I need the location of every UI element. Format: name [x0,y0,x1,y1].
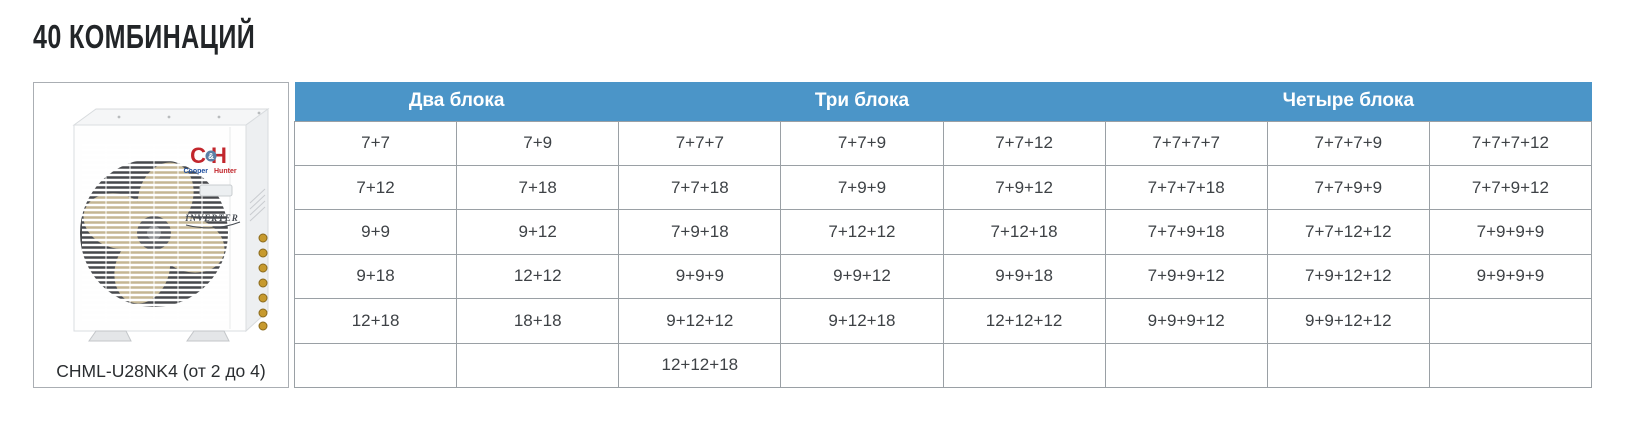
combination-cell: 7+9+12 [942,164,1106,211]
combinations-table: Два блока Три блока Четыре блока 7+7 7+9 7… [293,82,1593,389]
combination-cell: 12+12 [456,253,620,300]
empty-cell [1428,298,1593,344]
combinations-table-body: 7+7 7+9 7+7+7 7+7+9 7+7+12 7+7+7+7 7+7+7+9 7+7+… [293,120,1593,389]
outdoor-unit-image: CH & Cooper Hunter INVERTER [34,83,288,356]
table-row: 12+12+18 [293,342,1593,389]
svg-text:&: & [208,152,214,161]
combination-cell: 7+12 [293,164,458,211]
empty-cell [293,342,458,389]
combination-cell: 7+9+12+12 [1266,253,1430,300]
table-row: 12+18 18+18 9+12+12 9+12+18 12+12+12 9+9+9+12… [293,298,1593,344]
nameplate [199,184,233,197]
product-panel: CH & Cooper Hunter INVERTER [33,82,289,388]
table-row: 9+9 9+12 7+9+18 7+12+12 7+12+18 7+7+9+18 7+7+1… [293,209,1593,255]
combination-cell: 9+9+18 [942,253,1106,300]
combination-cell: 7+9+9+9 [1428,209,1593,255]
combination-cell: 12+18 [293,298,458,344]
empty-cell [942,342,1106,389]
combination-cell: 7+7+12 [942,120,1106,166]
combination-cell: 7+9+18 [618,209,782,255]
header-group-two-units: Два блока [294,82,619,121]
combination-cell: 7+7+7+7 [1104,120,1268,166]
empty-cell [456,342,620,389]
combination-cell: 7+9 [456,120,620,166]
combination-cell: 7+7 [293,120,458,166]
header-group-three-units: Три блока [618,82,1106,121]
combination-cell: 7+7+7+18 [1104,164,1268,211]
combination-cell: 7+7+9+9 [1266,164,1430,211]
combination-cell: 12+12+12 [942,298,1106,344]
content-block: CH & Cooper Hunter INVERTER [33,82,1593,389]
combination-cell: 7+7+7+9 [1266,120,1430,166]
combination-cell: 9+9+9+9 [1428,253,1593,300]
side-vents [249,188,266,222]
combination-cell: 7+12+12 [780,209,944,255]
unit-feet [88,330,230,342]
combination-cell: 12+12+18 [618,342,782,389]
outdoor-unit-illustration: CH & Cooper Hunter INVERTER [72,108,270,342]
combinations-table-header: Два блока Три блока Четыре блока [294,82,1592,121]
screws [117,111,261,119]
fan-grille [80,143,228,323]
inverter-badge: INVERTER [184,213,241,229]
combination-cell: 18+18 [456,298,620,344]
combination-cell: 9+9+12 [780,253,944,300]
header-row: Два блока Три блока Четыре блока [294,82,1592,121]
grille-slats [82,143,228,323]
table-row: 9+18 12+12 9+9+9 9+9+12 9+9+18 7+9+9+12 7+9+12… [293,253,1593,300]
svg-text:Cooper: Cooper [184,168,209,175]
combination-cell: 9+12+18 [780,298,944,344]
brand-logo: CH & Cooper Hunter [184,143,237,175]
combination-cell: 7+7+7 [618,120,782,166]
combination-cell: 7+7+9+18 [1104,209,1268,255]
combination-cell: 7+7+7+12 [1428,120,1593,166]
combination-cell: 9+9+9+12 [1104,298,1268,344]
combination-cell: 7+7+9+12 [1428,164,1593,211]
empty-cell [1104,342,1268,389]
combination-cell: 7+9+9+12 [1104,253,1268,300]
refrigerant-valves [258,233,268,331]
combination-cell: 7+12+18 [942,209,1106,255]
header-group-four-units: Четыре блока [1105,82,1592,121]
combination-cell: 7+7+9 [780,120,944,166]
product-model-caption: CHML-U28NK4 (от 2 до 4) [56,361,266,381]
combination-cell: 7+7+18 [618,164,782,211]
table-row: 7+7 7+9 7+7+7 7+7+9 7+7+12 7+7+7+7 7+7+7+9 7+7+… [293,120,1593,166]
combination-cell: 7+18 [456,164,620,211]
combination-cell: 7+7+12+12 [1266,209,1430,255]
empty-cell [780,342,944,389]
combination-cell: 9+12 [456,209,620,255]
empty-cell [1428,342,1593,389]
combination-cell: 9+9+12+12 [1266,298,1430,344]
page-title: 40 КОМБИНАЦИЙ [33,18,256,55]
combination-cell: 7+9+9 [780,164,944,211]
combination-cell: 9+9+9 [618,253,782,300]
combination-cell: 9+12+12 [618,298,782,344]
table-row: 7+12 7+18 7+7+18 7+9+9 7+9+12 7+7+7+18 7+7+9+9… [293,164,1593,211]
unit-top-face [72,108,270,126]
svg-text:Hunter: Hunter [214,168,237,175]
empty-cell [1266,342,1430,389]
combination-cell: 9+18 [293,253,458,300]
combination-cell: 9+9 [293,209,458,255]
svg-text:INVERTER: INVERTER [184,213,239,223]
